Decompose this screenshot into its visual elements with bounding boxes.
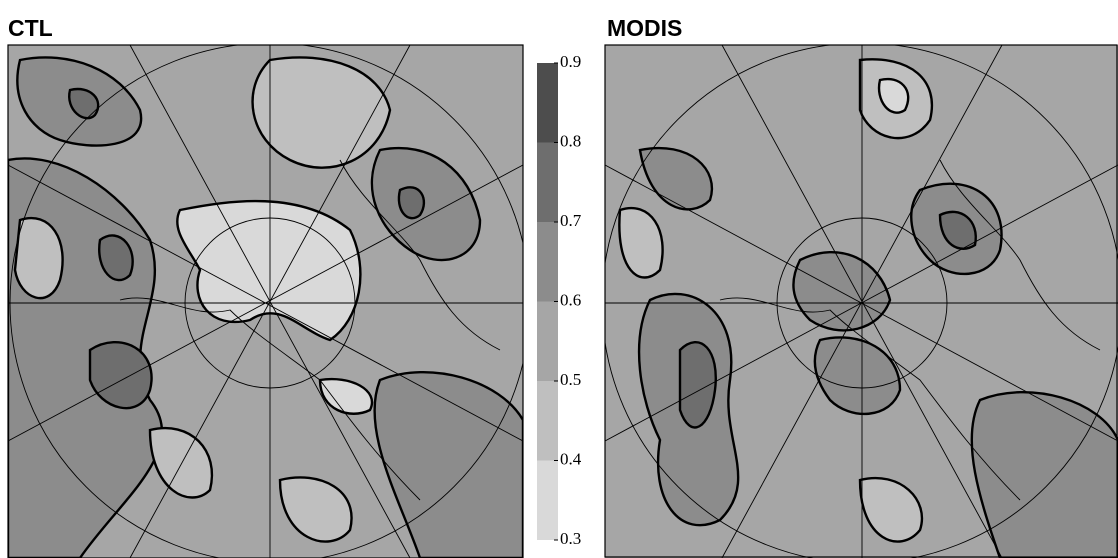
colorbar-tick-label: 0.6	[560, 290, 581, 309]
contour	[938, 210, 977, 250]
coastline	[939, 159, 1101, 351]
contour	[370, 146, 482, 262]
map-frame	[7, 44, 524, 558]
graticule	[8, 164, 523, 442]
colorbar: 0.3 0.4 0.5 0.6 0.7 0.8 0.9	[537, 52, 582, 548]
contour	[251, 56, 392, 169]
contour	[98, 234, 134, 282]
graticule	[129, 45, 411, 558]
contour	[318, 377, 374, 415]
contour	[176, 199, 362, 342]
contour	[68, 87, 100, 120]
contour	[278, 476, 353, 543]
colorbar-tick-label: 0.3	[560, 529, 581, 548]
coastline	[719, 297, 1021, 501]
colorbar-bin	[537, 63, 558, 143]
colorbar-tick-label: 0.9	[560, 52, 581, 71]
contour	[970, 390, 1118, 558]
map-frame	[604, 44, 1118, 558]
contour	[638, 146, 713, 211]
coastline	[339, 159, 501, 351]
contour	[88, 340, 153, 410]
colorbar-bin	[537, 301, 558, 381]
colorbar-bin	[537, 222, 558, 302]
panel-title: CTL	[8, 15, 53, 41]
colorbar-tick-label: 0.8	[560, 131, 581, 150]
contour	[792, 250, 892, 332]
map-ctl	[8, 45, 523, 558]
contour	[678, 341, 717, 429]
contour	[148, 426, 214, 499]
contour	[373, 370, 523, 558]
contour	[397, 186, 426, 220]
coastline	[119, 297, 421, 501]
contour	[618, 207, 664, 279]
colorbar-tick-label: 0.7	[560, 211, 582, 230]
graticule	[721, 45, 1003, 558]
contour	[858, 477, 923, 543]
colorbar-bin	[537, 142, 558, 222]
colorbar-bin	[537, 381, 558, 461]
colorbar-bin	[537, 460, 558, 540]
map-modis	[605, 45, 1118, 558]
colorbar-tick-label: 0.4	[560, 449, 582, 468]
contour	[877, 77, 910, 114]
contour	[13, 217, 64, 300]
colorbar-tick-label: 0.5	[560, 370, 581, 389]
panel-title: MODIS	[607, 15, 682, 41]
